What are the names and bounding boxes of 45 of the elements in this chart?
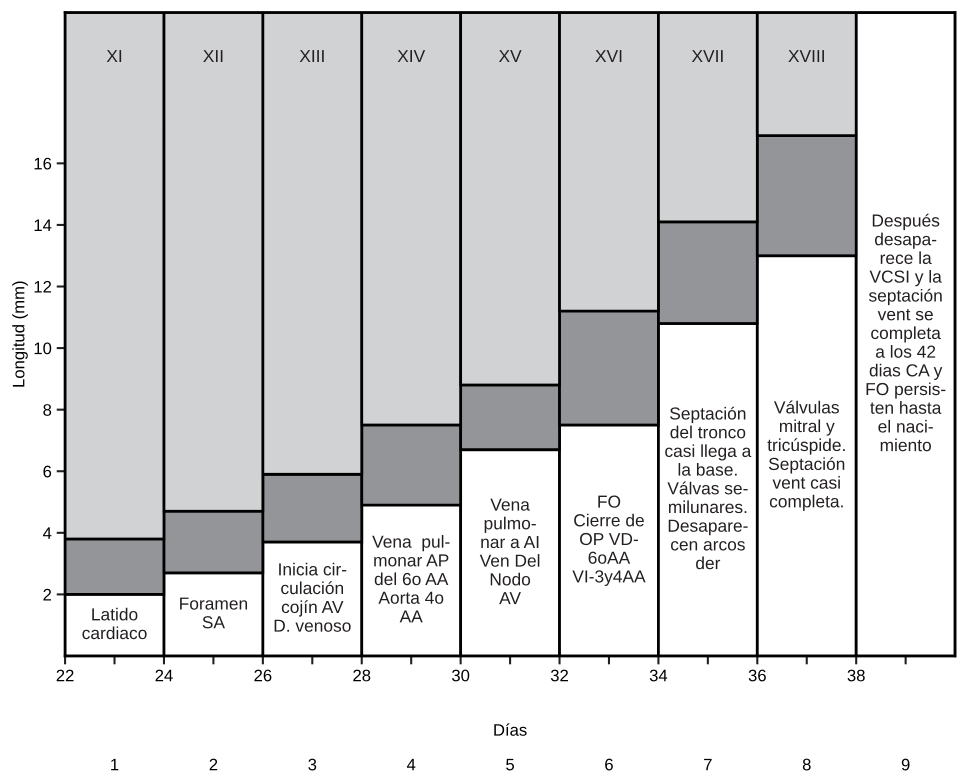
text: 6: [605, 758, 613, 770]
y-tick-label: 16: [34, 158, 52, 170]
x-tick-label: 32: [550, 670, 568, 682]
annotation: XVI: [595, 50, 622, 62]
y-tick-label: 4: [42, 527, 52, 539]
annotation: XVIII: [788, 50, 824, 62]
annotation: FO Cierre de OP VD- 6oAA VI-3y4AA: [572, 495, 646, 586]
text: 3: [308, 758, 316, 770]
text: 9: [902, 758, 910, 770]
y-tick-label: 2: [43, 588, 52, 600]
x-tick-label: 24: [156, 670, 173, 682]
annotation: XI: [106, 50, 122, 62]
annotation: XIV: [398, 50, 426, 62]
text: 2: [210, 758, 218, 770]
x-tick-label: 34: [650, 670, 668, 682]
annotation: Vena pulmo- nar a AI Ven Del Nodo AV: [480, 498, 540, 604]
y-axis-title: Longitud (mm): [12, 282, 28, 387]
annotation: Latido cardiaco: [82, 608, 147, 640]
text: 8: [802, 758, 811, 770]
text: Septación del tronco casi llega a la base. Válvas se- milunares. Desapare- cen arcos der: [665, 406, 752, 570]
text: 7: [704, 758, 712, 770]
annotation: Inicia cir- culación cojín AV D. venoso: [274, 562, 351, 632]
annotation: XIII: [300, 50, 324, 62]
annotation: XVII: [692, 50, 723, 62]
text: 5: [506, 758, 514, 770]
annotation: Foramen SA: [180, 598, 248, 628]
text: Después desapa- rece la VCSI y la septación vent se completa a los 42 dias CA y FO persis- ten hasta el naci- miento: [866, 214, 946, 452]
text: 4: [406, 758, 416, 770]
x-tick-label: 22: [56, 670, 74, 682]
text: 1: [111, 758, 118, 770]
x-tick-label: 30: [452, 670, 470, 682]
x-tick-label: 28: [353, 670, 370, 682]
annotation: XII: [203, 50, 222, 62]
x-tick-label: 36: [748, 670, 766, 682]
annotation: Vena pul- monar AP del 6o AA Aorta 4o AA: [372, 535, 450, 622]
x-axis-title: Días: [494, 723, 527, 736]
annotation: XV: [498, 50, 522, 62]
x-tick-label: 26: [254, 670, 272, 682]
x-tick-label: 38: [848, 670, 865, 682]
y-tick-label: 14: [34, 220, 52, 231]
annotation: Válvulas mitral y tricúspide. Septación vent casi completa.: [767, 400, 845, 511]
y-tick-label: 8: [43, 404, 52, 416]
y-tick-label: 6: [43, 466, 52, 478]
y-tick-label: 12: [34, 280, 52, 293]
y-tick-label: 10: [34, 342, 52, 354]
